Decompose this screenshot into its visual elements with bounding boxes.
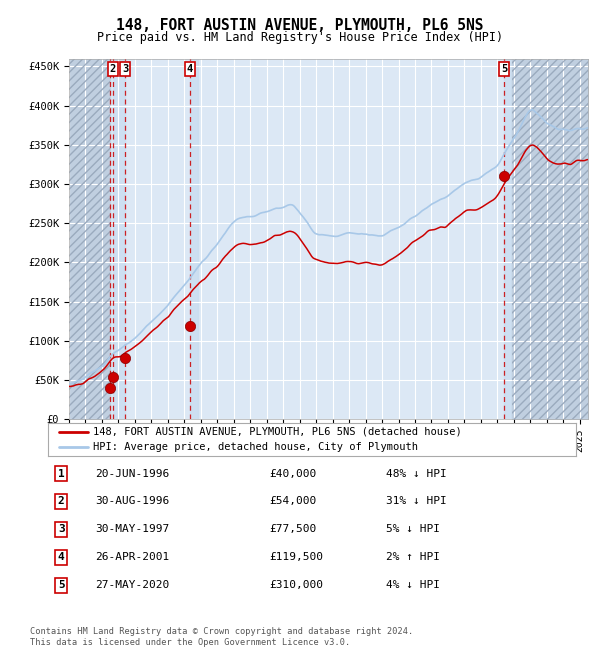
Text: 3: 3 xyxy=(122,64,128,74)
Text: 4% ↓ HPI: 4% ↓ HPI xyxy=(386,580,440,590)
Text: 48% ↓ HPI: 48% ↓ HPI xyxy=(386,469,446,478)
Text: 5: 5 xyxy=(501,64,507,74)
Text: 3: 3 xyxy=(58,525,65,534)
Text: 4: 4 xyxy=(58,552,65,562)
Text: £54,000: £54,000 xyxy=(270,497,317,506)
Point xyxy=(499,171,509,181)
Text: Price paid vs. HM Land Registry's House Price Index (HPI): Price paid vs. HM Land Registry's House … xyxy=(97,31,503,44)
Text: 2% ↑ HPI: 2% ↑ HPI xyxy=(386,552,440,562)
Text: 148, FORT AUSTIN AVENUE, PLYMOUTH, PL6 5NS: 148, FORT AUSTIN AVENUE, PLYMOUTH, PL6 5… xyxy=(116,18,484,33)
Text: 20-JUN-1996: 20-JUN-1996 xyxy=(95,469,170,478)
Text: £40,000: £40,000 xyxy=(270,469,317,478)
Point xyxy=(108,372,118,382)
Text: 30-AUG-1996: 30-AUG-1996 xyxy=(95,497,170,506)
Bar xyxy=(504,58,512,419)
Text: 1: 1 xyxy=(58,469,65,478)
Text: Contains HM Land Registry data © Crown copyright and database right 2024.
This d: Contains HM Land Registry data © Crown c… xyxy=(30,627,413,647)
Text: 148, FORT AUSTIN AVENUE, PLYMOUTH, PL6 5NS (detached house): 148, FORT AUSTIN AVENUE, PLYMOUTH, PL6 5… xyxy=(93,426,461,437)
Text: HPI: Average price, detached house, City of Plymouth: HPI: Average price, detached house, City… xyxy=(93,442,418,452)
Text: 2: 2 xyxy=(110,64,116,74)
Text: 31% ↓ HPI: 31% ↓ HPI xyxy=(386,497,446,506)
Text: 2: 2 xyxy=(58,497,65,506)
Text: £310,000: £310,000 xyxy=(270,580,324,590)
Bar xyxy=(190,58,198,419)
Text: 27-MAY-2020: 27-MAY-2020 xyxy=(95,580,170,590)
Text: 26-APR-2001: 26-APR-2001 xyxy=(95,552,170,562)
Point xyxy=(121,353,130,363)
Text: £77,500: £77,500 xyxy=(270,525,317,534)
Point xyxy=(105,383,115,393)
Text: 5: 5 xyxy=(58,580,65,590)
Text: 30-MAY-1997: 30-MAY-1997 xyxy=(95,525,170,534)
Bar xyxy=(113,58,125,419)
Point xyxy=(185,320,194,331)
Text: 5% ↓ HPI: 5% ↓ HPI xyxy=(386,525,440,534)
Text: 4: 4 xyxy=(187,64,193,74)
Text: £119,500: £119,500 xyxy=(270,552,324,562)
